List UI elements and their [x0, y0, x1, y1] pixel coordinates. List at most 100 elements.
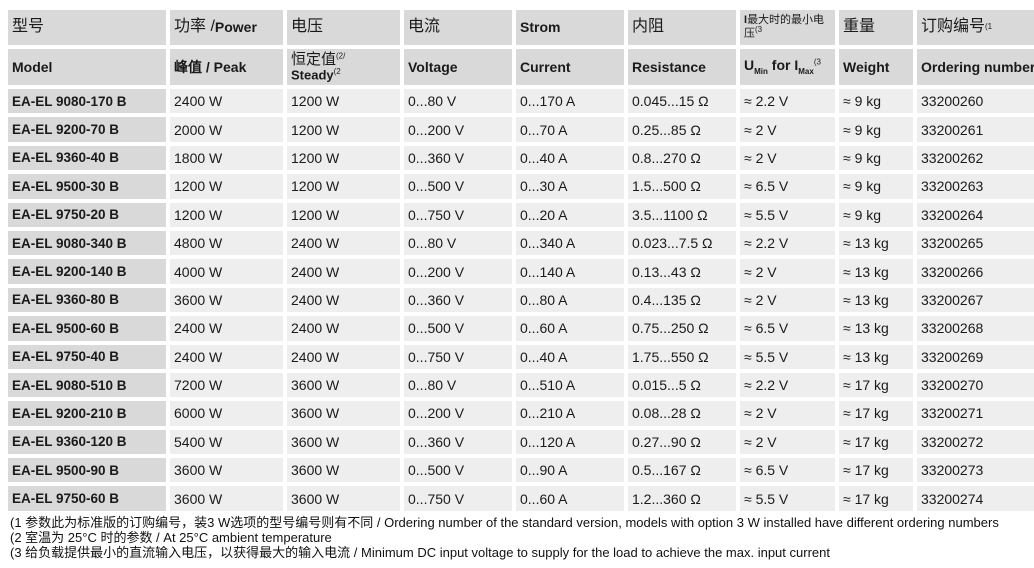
table-cell-weight: ≈ 17 kg — [839, 401, 913, 426]
table-cell-model: EA-EL 9360-80 B — [8, 287, 166, 313]
footnote-3: (3 给负载提供最小的直流输入电压，以获得最大的输入电流 / Minimum D… — [10, 545, 830, 560]
table-cell-current: 0...510 A — [516, 372, 624, 398]
table-cell-umin: ≈ 2 V — [740, 259, 835, 284]
table-cell-model: EA-EL 9750-20 B — [8, 202, 166, 227]
table-cell-steady: 1200 W — [287, 174, 400, 199]
table-cell-steady: 1200 W — [287, 117, 400, 142]
table-cell-voltage: 0...500 V — [404, 174, 512, 199]
table-cell-peak: 6000 W — [170, 401, 283, 426]
table-cell-umin: ≈ 5.5 V — [740, 486, 835, 511]
table-cell-steady: 1200 W — [287, 89, 400, 114]
table-cell-steady: 2400 W — [287, 287, 400, 313]
table-cell-voltage: 0...750 V — [404, 202, 512, 227]
header-current: Current — [516, 49, 624, 85]
table-cell-voltage: 0...500 V — [404, 316, 512, 341]
table-cell-peak: 4000 W — [170, 259, 283, 284]
table-cell-order: 33200267 — [917, 287, 1034, 313]
header-umin-cn: I最大时的最小电压(3 — [740, 10, 835, 45]
table-cell-order: 33200262 — [917, 145, 1034, 171]
table-cell-order: 33200261 — [917, 117, 1034, 142]
table-cell-weight: ≈ 9 kg — [839, 145, 913, 171]
table-cell-current: 0...40 A — [516, 145, 624, 171]
table-cell-current: 0...90 A — [516, 458, 624, 483]
table-cell-current: 0...30 A — [516, 174, 624, 199]
table-cell-voltage: 0...750 V — [404, 486, 512, 511]
table-cell-umin: ≈ 2 V — [740, 145, 835, 171]
table-cell-voltage: 0...200 V — [404, 117, 512, 142]
header-resistance-cn: 内阻 — [628, 10, 736, 45]
table-cell-steady: 3600 W — [287, 458, 400, 483]
header-weight-cn: 重量 — [839, 10, 913, 45]
table-cell-weight: ≈ 13 kg — [839, 316, 913, 341]
table-cell-model: EA-EL 9080-170 B — [8, 89, 166, 114]
table-cell-umin: ≈ 5.5 V — [740, 202, 835, 227]
table-cell-weight: ≈ 13 kg — [839, 230, 913, 256]
table-cell-resistance: 0.023...7.5 Ω — [628, 230, 736, 256]
table-cell-peak: 1800 W — [170, 145, 283, 171]
table-cell-model: EA-EL 9750-60 B — [8, 486, 166, 511]
table-cell-order: 33200272 — [917, 429, 1034, 455]
table-cell-weight: ≈ 9 kg — [839, 174, 913, 199]
table-cell-umin: ≈ 2.2 V — [740, 89, 835, 114]
table-cell-model: EA-EL 9200-70 B — [8, 117, 166, 142]
table-cell-umin: ≈ 6.5 V — [740, 316, 835, 341]
table-cell-peak: 2400 W — [170, 89, 283, 114]
table-cell-resistance: 0.75...250 Ω — [628, 316, 736, 341]
table-cell-weight: ≈ 17 kg — [839, 372, 913, 398]
table-cell-steady: 3600 W — [287, 486, 400, 511]
table-cell-resistance: 3.5...1100 Ω — [628, 202, 736, 227]
table-cell-voltage: 0...360 V — [404, 287, 512, 313]
header-model: Model — [8, 49, 166, 85]
table-cell-model: EA-EL 9080-340 B — [8, 230, 166, 256]
header-strom: Strom — [516, 10, 624, 45]
table-cell-steady: 1200 W — [287, 145, 400, 171]
table-cell-model: EA-EL 9360-40 B — [8, 145, 166, 171]
table-cell-steady: 3600 W — [287, 372, 400, 398]
header-current-cn: 电流 — [404, 10, 512, 45]
table-cell-resistance: 1.2...360 Ω — [628, 486, 736, 511]
header-voltage-cn: 电压 — [287, 10, 400, 45]
table-cell-model: EA-EL 9080-510 B — [8, 372, 166, 398]
footnote-2: (2 室温为 25°C 时的参数 / At 25°C ambient tempe… — [10, 530, 332, 545]
header-peak: 峰值 / Peak — [170, 49, 283, 85]
table-cell-steady: 2400 W — [287, 316, 400, 341]
table-cell-resistance: 0.13...43 Ω — [628, 259, 736, 284]
table-cell-model: EA-EL 9500-30 B — [8, 174, 166, 199]
header-power: 功率 / Power — [170, 10, 283, 45]
table-cell-current: 0...210 A — [516, 401, 624, 426]
table-cell-peak: 1200 W — [170, 202, 283, 227]
table-cell-umin: ≈ 2 V — [740, 287, 835, 313]
header-ordering: Ordering number(1 — [917, 49, 1034, 85]
table-cell-peak: 5400 W — [170, 429, 283, 455]
table-cell-peak: 1200 W — [170, 174, 283, 199]
table-cell-model: EA-EL 9500-60 B — [8, 316, 166, 341]
table-cell-model: EA-EL 9360-120 B — [8, 429, 166, 455]
table-cell-steady: 2400 W — [287, 230, 400, 256]
table-cell-resistance: 0.8...270 Ω — [628, 145, 736, 171]
table-cell-order: 33200265 — [917, 230, 1034, 256]
table-cell-resistance: 0.25...85 Ω — [628, 117, 736, 142]
table-cell-umin: ≈ 6.5 V — [740, 458, 835, 483]
table-cell-resistance: 0.015...5 Ω — [628, 372, 736, 398]
table-cell-umin: ≈ 2 V — [740, 117, 835, 142]
table-cell-order: 33200271 — [917, 401, 1034, 426]
table-cell-umin: ≈ 2 V — [740, 429, 835, 455]
table-cell-steady: 3600 W — [287, 429, 400, 455]
table-cell-order: 33200274 — [917, 486, 1034, 511]
table-cell-order: 33200264 — [917, 202, 1034, 227]
table-cell-resistance: 1.75...550 Ω — [628, 344, 736, 369]
table-cell-order: 33200266 — [917, 259, 1034, 284]
table-cell-resistance: 0.27...90 Ω — [628, 429, 736, 455]
table-cell-resistance: 0.045...15 Ω — [628, 89, 736, 114]
table-cell-voltage: 0...360 V — [404, 145, 512, 171]
table-cell-umin: ≈ 2.2 V — [740, 372, 835, 398]
table-cell-order: 33200273 — [917, 458, 1034, 483]
table-cell-steady: 2400 W — [287, 259, 400, 284]
table-cell-current: 0...80 A — [516, 287, 624, 313]
table-cell-peak: 7200 W — [170, 372, 283, 398]
table-cell-order: 33200268 — [917, 316, 1034, 341]
table-cell-weight: ≈ 13 kg — [839, 344, 913, 369]
table-cell-voltage: 0...200 V — [404, 259, 512, 284]
footnotes: (1 参数此为标准版的订购编号，装3 W选项的型号编号则有不同 / Orderi… — [10, 515, 1030, 560]
table-cell-voltage: 0...360 V — [404, 429, 512, 455]
